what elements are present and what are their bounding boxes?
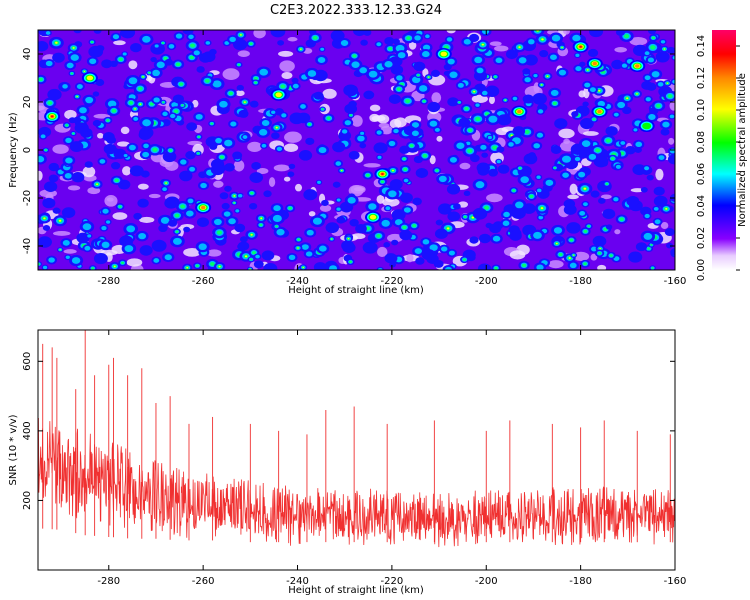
spectrogram-hotspot — [586, 57, 603, 70]
spectrogram-hotspot — [511, 105, 528, 118]
snr-frame — [37, 329, 676, 571]
snr-y-axis-label: SNR (10 * v/v) — [8, 414, 19, 485]
colorbar-tick-label: 0.06 — [696, 163, 707, 185]
snr-x-axis: -280 -260 -240 -220 -200 -180 -160 — [97, 330, 686, 587]
spectrogram-hotspot — [365, 211, 382, 224]
spectrogram-hotspot — [435, 48, 452, 60]
spectrogram-hotspot — [81, 72, 98, 84]
spectrogram-x-axis-label: Height of straight line (km) — [288, 285, 424, 296]
spectrogram-hotspot — [374, 168, 391, 180]
colorbar-tick-label: 0.08 — [696, 131, 707, 153]
colorbar-ticks: 0.00 0.02 0.04 0.06 0.08 0.10 0.12 0.14 — [696, 35, 740, 281]
x-tick-label: -180 — [569, 276, 592, 287]
y-tick-label: 200 — [22, 491, 33, 510]
spectrogram-hotspot — [591, 105, 608, 118]
y-tick-label: -40 — [22, 238, 33, 254]
x-tick-label: -280 — [97, 576, 120, 587]
y-tick-label: -20 — [22, 190, 33, 206]
y-tick-label: 400 — [22, 421, 33, 440]
x-tick-label: -200 — [475, 276, 498, 287]
x-tick-label: -180 — [569, 576, 592, 587]
x-tick-label: -240 — [286, 276, 309, 287]
x-tick-label: -260 — [192, 576, 215, 587]
x-tick-label: -160 — [664, 576, 687, 587]
y-tick-label: 20 — [22, 96, 33, 109]
spectrogram-y-axis: -40 -20 0 20 40 — [22, 48, 675, 254]
x-tick-label: -240 — [286, 576, 309, 587]
snr-y-axis: 200 400 600 — [22, 352, 675, 510]
colorbar-tick-label: 0.10 — [696, 99, 707, 121]
colorbar-tick-label: 0.14 — [696, 35, 707, 57]
snr-series — [38, 330, 675, 548]
spectrogram-hotspot — [572, 40, 589, 53]
spectrogram-y-axis-label: Frequency (Hz) — [8, 112, 19, 188]
figure-title: C2E3.2022.333.12.33.G24 — [270, 3, 442, 18]
spectrogram-panel: -280 -260 -240 -220 -200 -180 -160 -40-2002040… — [8, 29, 686, 296]
spectrogram-x-axis: -280 -260 -240 -220 -200 -180 -160 — [97, 30, 686, 287]
colorbar-tick-label: 0.00 — [696, 259, 707, 281]
y-tick-label: 600 — [22, 352, 33, 371]
colorbar-tick-label: 0.04 — [696, 195, 707, 217]
colorbar-tick-label: 0.12 — [696, 67, 707, 89]
y-tick-label: 40 — [22, 48, 33, 61]
spectrogram-hotspot — [270, 88, 287, 101]
x-tick-label: -160 — [664, 276, 687, 287]
colorbar-ramp — [712, 30, 736, 270]
x-tick-label: -200 — [475, 576, 498, 587]
x-tick-label: -260 — [192, 276, 215, 287]
snr-x-axis-label: Height of straight line (km) — [288, 585, 424, 596]
spectrogram-hotspot — [638, 120, 655, 132]
spectrogram-hotspot — [195, 201, 212, 214]
snr-panel: -280 -260 -240 -220 -200 -180 -160 200 400 600 H… — [8, 329, 686, 596]
colorbar-label: Normalized spectral amplitude — [737, 73, 748, 227]
colorbar-tick-label: 0.02 — [696, 227, 707, 249]
spectrogram-hotspot — [629, 60, 646, 72]
colorbar: 0.00 0.02 0.04 0.06 0.08 0.10 0.12 0.14 Normali… — [696, 30, 748, 281]
x-tick-label: -220 — [381, 576, 404, 587]
spectrogram-hotspot — [44, 110, 61, 123]
x-tick-label: -220 — [381, 276, 404, 287]
y-tick-label: 0 — [22, 147, 33, 153]
spectrogram-heat-layer — [38, 30, 675, 270]
x-tick-label: -280 — [97, 276, 120, 287]
snr-trace — [38, 417, 675, 548]
